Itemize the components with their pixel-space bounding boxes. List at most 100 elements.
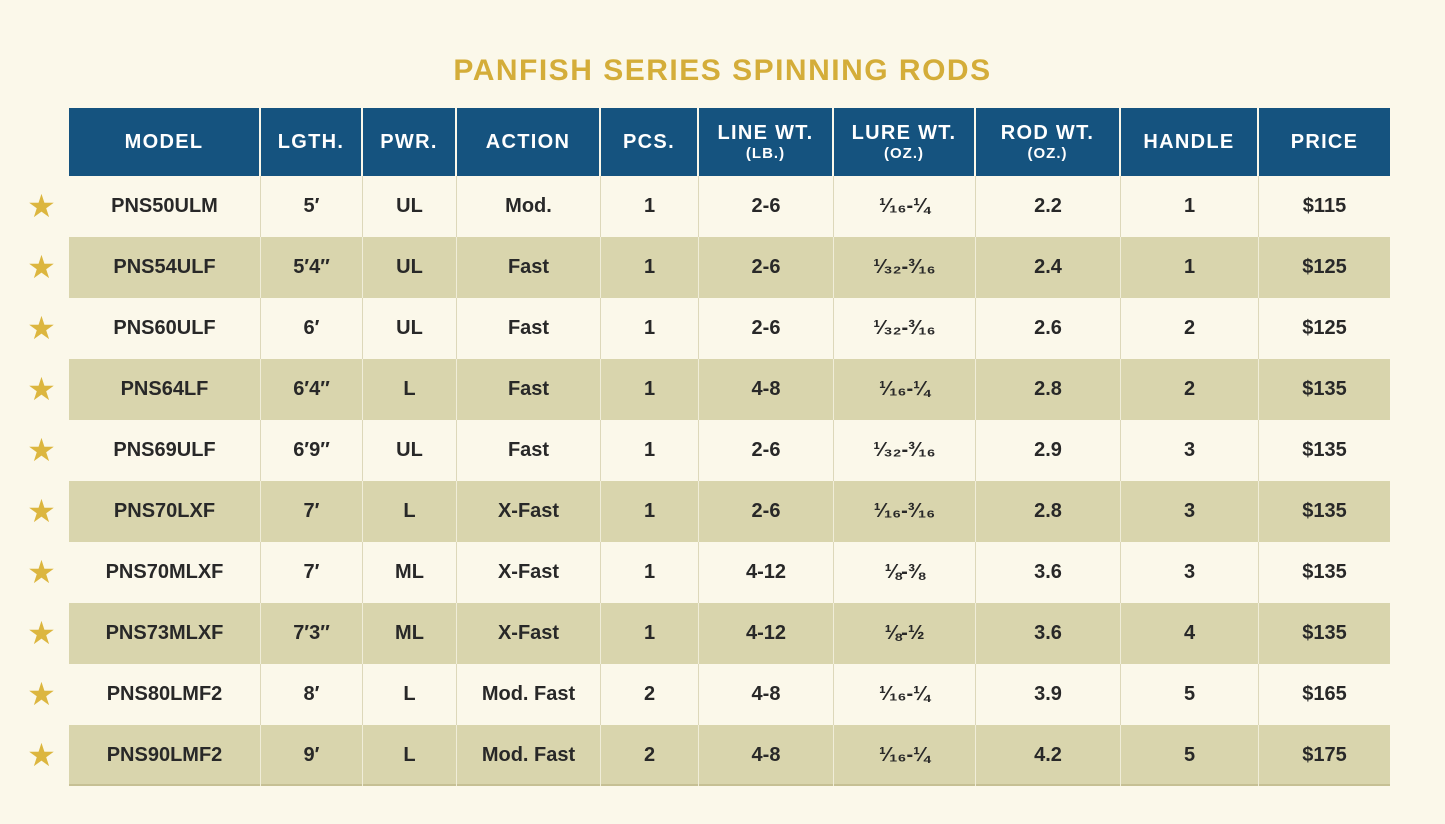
cell-power: UL xyxy=(363,237,457,298)
cell-action: Mod. Fast xyxy=(457,664,601,725)
star-cell: ★ xyxy=(0,481,69,542)
cell-price: $135 xyxy=(1259,420,1390,481)
column-header-line-weight: LINE WT. (LB.) xyxy=(699,108,834,176)
cell-length: 6′4″ xyxy=(261,359,363,420)
column-header-label: LINE WT. xyxy=(717,121,814,144)
cell-power: ML xyxy=(363,603,457,664)
cell-line-weight: 4-8 xyxy=(699,725,834,786)
cell-action: X-Fast xyxy=(457,481,601,542)
star-icon: ★ xyxy=(27,187,56,224)
cell-model: PNS73MLXF xyxy=(69,603,261,664)
table-row: ★ PNS73MLXF 7′3″ ML X-Fast 1 4-12 ⅛-½ 3.… xyxy=(0,603,1390,664)
cell-power: UL xyxy=(363,420,457,481)
table-row: ★ PNS60ULF 6′ UL Fast 1 2-6 ¹⁄₃₂-³⁄₁₆ 2.… xyxy=(0,298,1390,359)
cell-lure-weight: ⅛-½ xyxy=(834,603,976,664)
cell-line-weight: 2-6 xyxy=(699,420,834,481)
cell-action: X-Fast xyxy=(457,542,601,603)
cell-length: 7′ xyxy=(261,542,363,603)
cell-line-weight: 2-6 xyxy=(699,481,834,542)
column-header-action: ACTION xyxy=(457,108,601,176)
table-row: ★ PNS70LXF 7′ L X-Fast 1 2-6 ¹⁄₁₆-³⁄₁₆ 2… xyxy=(0,481,1390,542)
cell-rod-weight: 2.9 xyxy=(976,420,1121,481)
cell-action: Fast xyxy=(457,298,601,359)
cell-power: UL xyxy=(363,298,457,359)
cell-model: PNS70LXF xyxy=(69,481,261,542)
star-icon: ★ xyxy=(27,492,56,529)
cell-rod-weight: 2.2 xyxy=(976,176,1121,237)
cell-pieces: 1 xyxy=(601,237,699,298)
cell-length: 7′3″ xyxy=(261,603,363,664)
cell-power: L xyxy=(363,359,457,420)
column-header-handle: HANDLE xyxy=(1121,108,1259,176)
cell-pieces: 1 xyxy=(601,359,699,420)
star-icon: ★ xyxy=(27,248,56,285)
table-row: ★ PNS54ULF 5′4″ UL Fast 1 2-6 ¹⁄₃₂-³⁄₁₆ … xyxy=(0,237,1390,298)
column-header-pieces: PCS. xyxy=(601,108,699,176)
cell-rod-weight: 2.8 xyxy=(976,481,1121,542)
cell-power: L xyxy=(363,725,457,786)
cell-model: PNS60ULF xyxy=(69,298,261,359)
cell-action: Mod. xyxy=(457,176,601,237)
cell-line-weight: 2-6 xyxy=(699,176,834,237)
cell-pieces: 2 xyxy=(601,725,699,786)
column-header-sub: (LB.) xyxy=(745,144,786,162)
cell-pieces: 1 xyxy=(601,542,699,603)
cell-lure-weight: ⅛-⅜ xyxy=(834,542,976,603)
column-header-label: HANDLE xyxy=(1143,131,1235,153)
cell-length: 8′ xyxy=(261,664,363,725)
column-header-lure-weight: LURE WT. (OZ.) xyxy=(834,108,976,176)
star-cell: ★ xyxy=(0,176,69,237)
rods-spec-table: MODEL LGTH. PWR. ACTION PCS. LINE WT. xyxy=(0,108,1390,786)
cell-pieces: 1 xyxy=(601,298,699,359)
cell-handle: 4 xyxy=(1121,603,1259,664)
star-cell: ★ xyxy=(0,664,69,725)
cell-handle: 2 xyxy=(1121,298,1259,359)
cell-lure-weight: ¹⁄₃₂-³⁄₁₆ xyxy=(834,237,976,298)
cell-handle: 2 xyxy=(1121,359,1259,420)
star-cell: ★ xyxy=(0,420,69,481)
cell-pieces: 2 xyxy=(601,664,699,725)
cell-price: $125 xyxy=(1259,298,1390,359)
cell-length: 5′ xyxy=(261,176,363,237)
cell-model: PNS54ULF xyxy=(69,237,261,298)
cell-rod-weight: 2.4 xyxy=(976,237,1121,298)
page-title: PANFISH SERIES SPINNING RODS xyxy=(453,54,992,87)
cell-price: $135 xyxy=(1259,359,1390,420)
column-header-price: PRICE xyxy=(1259,108,1390,176)
table-header: MODEL LGTH. PWR. ACTION PCS. LINE WT. xyxy=(0,108,1390,176)
cell-action: Mod. Fast xyxy=(457,725,601,786)
cell-handle: 3 xyxy=(1121,481,1259,542)
cell-line-weight: 4-12 xyxy=(699,542,834,603)
cell-model: PNS69ULF xyxy=(69,420,261,481)
cell-handle: 5 xyxy=(1121,664,1259,725)
cell-length: 9′ xyxy=(261,725,363,786)
cell-lure-weight: ¹⁄₁₆-¼ xyxy=(834,725,976,786)
cell-rod-weight: 4.2 xyxy=(976,725,1121,786)
cell-power: ML xyxy=(363,542,457,603)
column-header-sub: (OZ.) xyxy=(1027,144,1068,162)
cell-lure-weight: ¹⁄₁₆-³⁄₁₆ xyxy=(834,481,976,542)
cell-action: Fast xyxy=(457,237,601,298)
table-row: ★ PNS70MLXF 7′ ML X-Fast 1 4-12 ⅛-⅜ 3.6 … xyxy=(0,542,1390,603)
cell-price: $175 xyxy=(1259,725,1390,786)
cell-pieces: 1 xyxy=(601,176,699,237)
cell-power: L xyxy=(363,481,457,542)
cell-pieces: 1 xyxy=(601,603,699,664)
cell-model: PNS50ULM xyxy=(69,176,261,237)
cell-handle: 5 xyxy=(1121,725,1259,786)
table-row: ★ PNS64LF 6′4″ L Fast 1 4-8 ¹⁄₁₆-¼ 2.8 2… xyxy=(0,359,1390,420)
cell-power: L xyxy=(363,664,457,725)
cell-model: PNS64LF xyxy=(69,359,261,420)
table-row: ★ PNS69ULF 6′9″ UL Fast 1 2-6 ¹⁄₃₂-³⁄₁₆ … xyxy=(0,420,1390,481)
column-header-label: PWR. xyxy=(380,131,438,153)
cell-handle: 3 xyxy=(1121,420,1259,481)
column-header-length: LGTH. xyxy=(261,108,363,176)
cell-length: 6′ xyxy=(261,298,363,359)
cell-rod-weight: 2.8 xyxy=(976,359,1121,420)
table-row: ★ PNS50ULM 5′ UL Mod. 1 2-6 ¹⁄₁₆-¼ 2.2 1… xyxy=(0,176,1390,237)
cell-length: 5′4″ xyxy=(261,237,363,298)
star-gutter-header xyxy=(0,108,69,176)
star-icon: ★ xyxy=(27,370,56,407)
cell-lure-weight: ¹⁄₁₆-¼ xyxy=(834,359,976,420)
